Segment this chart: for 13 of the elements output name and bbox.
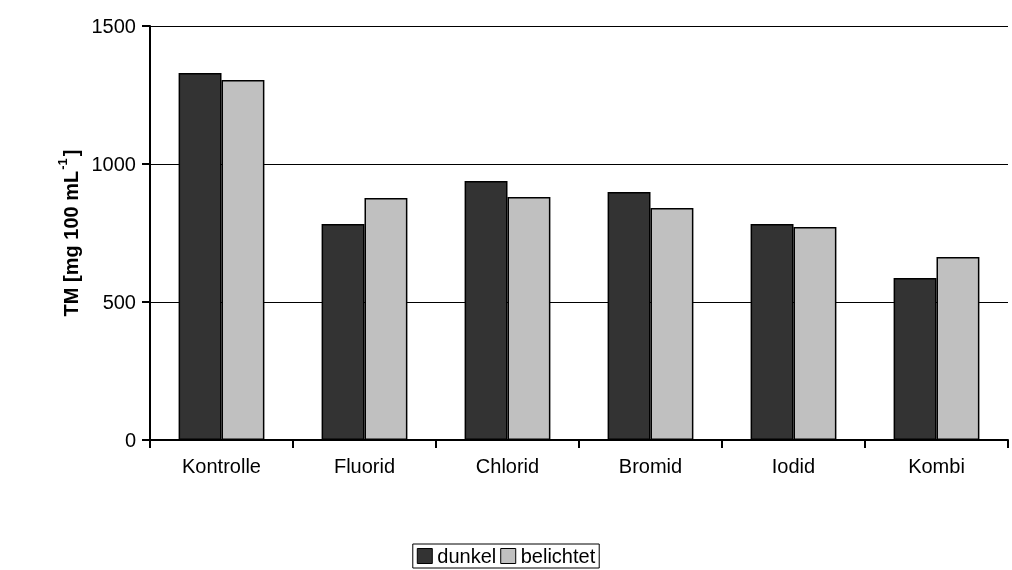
x-tick-label: Iodid (771, 455, 816, 477)
legend-label: belichtet (520, 545, 596, 567)
legend-label: dunkel (437, 545, 497, 567)
y-tick-label: 500 (102, 291, 136, 313)
x-tick-label: Chlorid (475, 455, 540, 477)
y-tick-label: 1500 (91, 15, 136, 37)
x-tick-label: Kombi (908, 455, 965, 477)
x-tick-label: Fluorid (333, 455, 396, 477)
y-tick-label: 0 (124, 429, 136, 451)
y-axis-title: TM [mg 100 mL-1] (54, 149, 82, 317)
x-tick-label: Kontrolle (182, 455, 261, 477)
x-tick-label: Bromid (618, 455, 683, 477)
y-tick-label: 1000 (91, 153, 136, 175)
